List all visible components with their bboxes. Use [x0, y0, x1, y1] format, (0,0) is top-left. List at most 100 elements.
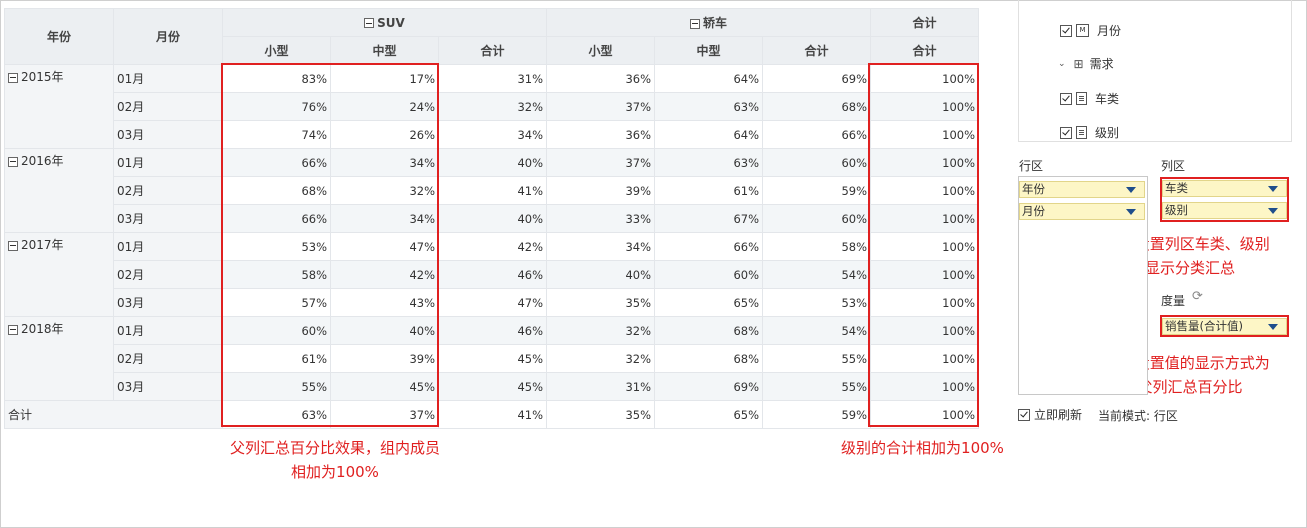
- table-cell: 36%: [546, 120, 656, 149]
- table-cell: 100%: [870, 288, 980, 317]
- collapse-icon[interactable]: [8, 324, 18, 335]
- table-cell: 35%: [546, 288, 656, 317]
- subheader: 合计: [870, 36, 980, 65]
- table-cell: 58%: [762, 232, 872, 261]
- row-chip-year[interactable]: 年份: [1019, 181, 1145, 198]
- table-cell: 61%: [654, 176, 764, 205]
- table-cell: 100%: [870, 204, 980, 233]
- table-row: 02月 61% 39% 45% 32% 68% 55% 100%: [5, 344, 980, 373]
- annotation-left: 父列汇总百分比效果，组内成员 相加为100%: [229, 439, 440, 481]
- table-cell: 45%: [330, 372, 439, 401]
- collapse-icon[interactable]: [690, 18, 700, 29]
- table-row: 02月 76% 24% 32% 37% 63% 68% 100%: [5, 92, 980, 121]
- table-cell: 39%: [546, 176, 656, 205]
- group-header-suv[interactable]: SUV: [221, 8, 548, 37]
- dropdown-arrow-icon[interactable]: [1268, 208, 1278, 214]
- table-cell: 100%: [870, 260, 980, 289]
- table-cell: 60%: [762, 204, 872, 233]
- table-row: 2017年 01月 53% 47% 42% 34% 66% 58% 100%: [4, 232, 980, 317]
- dimension-group-icon: ⊞: [1073, 56, 1084, 71]
- table-row: 2018年 01月 60% 40% 46% 32% 68% 54% 100%: [4, 316, 980, 401]
- table-cell: 55%: [762, 372, 872, 401]
- row-header-year[interactable]: 2018年: [4, 316, 114, 401]
- row-zone-label: 行区: [1019, 159, 1044, 173]
- collapse-icon[interactable]: [8, 156, 18, 167]
- total-row-label: 合计: [4, 400, 223, 429]
- dropdown-arrow-icon[interactable]: [1268, 324, 1278, 330]
- total-cell: 59%: [762, 400, 872, 429]
- table-cell: 68%: [654, 316, 764, 345]
- table-row: 03月 66% 34% 40% 33% 67% 60% 100%: [5, 204, 980, 233]
- field-car-type[interactable]: 车类: [1060, 90, 1119, 107]
- header-year: 年份: [4, 8, 114, 65]
- table-cell: 31%: [546, 372, 656, 401]
- checkbox-checked-icon[interactable]: [1060, 24, 1072, 37]
- table-cell: 64%: [654, 64, 764, 93]
- total-cell: 63%: [222, 400, 331, 429]
- subheader: 合计: [762, 36, 872, 65]
- table-cell: 31%: [437, 64, 548, 93]
- pivot-body: 2015年 01月 83% 17% 31% 36% 64% 69% 100% 02月 76% 24% 3…: [4, 64, 980, 429]
- row-header-month: 02月: [113, 344, 223, 373]
- table-cell: 60%: [654, 260, 764, 289]
- row-header-year[interactable]: 2017年: [4, 232, 114, 317]
- checkbox-checked-icon[interactable]: [1018, 408, 1030, 421]
- table-cell: 65%: [654, 288, 764, 317]
- table-cell: 36%: [546, 64, 656, 93]
- row-header-month: 02月: [113, 176, 223, 205]
- row-header-month: 02月: [113, 92, 223, 121]
- dropdown-arrow-icon[interactable]: [1126, 187, 1136, 193]
- refresh-toggle[interactable]: 立即刷新: [1018, 406, 1082, 423]
- table-cell: 24%: [330, 92, 439, 121]
- row-header-month: 01月: [113, 64, 223, 93]
- dropdown-arrow-icon[interactable]: [1126, 209, 1136, 215]
- table-cell: 66%: [762, 120, 872, 149]
- table-cell: 67%: [654, 204, 764, 233]
- row-header-year[interactable]: 2015年: [4, 64, 114, 149]
- col-zone-label: 列区: [1161, 159, 1186, 173]
- row-chip-month[interactable]: 月份: [1019, 203, 1145, 220]
- col-chip-level[interactable]: 级别: [1162, 202, 1287, 219]
- current-mode: 当前模式: 行区: [1098, 409, 1178, 423]
- row-header-month: 03月: [113, 120, 223, 149]
- table-cell: 63%: [654, 92, 764, 121]
- header-month: 月份: [113, 8, 223, 65]
- group-header-total: 合计: [870, 8, 980, 37]
- subheader: 小型: [546, 36, 656, 65]
- table-cell: 47%: [330, 232, 439, 261]
- row-header-month: 01月: [113, 316, 223, 345]
- table-row: 03月 55% 45% 45% 31% 69% 55% 100%: [5, 372, 980, 401]
- table-cell: 54%: [762, 260, 872, 289]
- table-cell: 32%: [546, 316, 656, 345]
- pivot-table: 年份 月份 SUV 轿车 合计 小型 中型 合计 小型 中型 合计 合计 201…: [4, 8, 980, 429]
- table-cell: 34%: [330, 204, 439, 233]
- row-header-month: 01月: [113, 232, 223, 261]
- row-header-month: 01月: [113, 148, 223, 177]
- checkbox-checked-icon[interactable]: [1060, 126, 1072, 139]
- row-header-month: 03月: [113, 288, 223, 317]
- field-month[interactable]: M 月份: [1060, 22, 1121, 39]
- table-cell: 17%: [330, 64, 439, 93]
- row-header-year[interactable]: 2016年: [4, 148, 114, 233]
- measure-chip[interactable]: 销售量(合计值): [1162, 318, 1287, 335]
- collapse-icon[interactable]: [8, 240, 18, 251]
- field-level[interactable]: 级别: [1060, 124, 1119, 141]
- table-cell: 66%: [222, 204, 331, 233]
- table-cell: 46%: [437, 316, 548, 345]
- table-cell: 64%: [654, 120, 764, 149]
- table-cell: 32%: [437, 92, 548, 121]
- col-chip-car-type[interactable]: 车类: [1162, 180, 1287, 197]
- field-group-demand[interactable]: ⌄ ⊞ 需求: [1058, 56, 1114, 72]
- table-cell: 66%: [654, 232, 764, 261]
- field-tree-panel: [1018, 0, 1292, 142]
- refresh-icon[interactable]: ⟳: [1192, 289, 1203, 304]
- checkbox-checked-icon[interactable]: [1060, 92, 1072, 105]
- collapse-icon[interactable]: [8, 72, 18, 83]
- total-cell: 100%: [870, 400, 980, 429]
- table-cell: 40%: [330, 316, 439, 345]
- group-header-sedan[interactable]: 轿车: [546, 8, 872, 37]
- table-cell: 32%: [546, 344, 656, 373]
- dropdown-arrow-icon[interactable]: [1268, 186, 1278, 192]
- chevron-down-icon[interactable]: ⌄: [1058, 58, 1066, 69]
- collapse-icon[interactable]: [364, 18, 375, 28]
